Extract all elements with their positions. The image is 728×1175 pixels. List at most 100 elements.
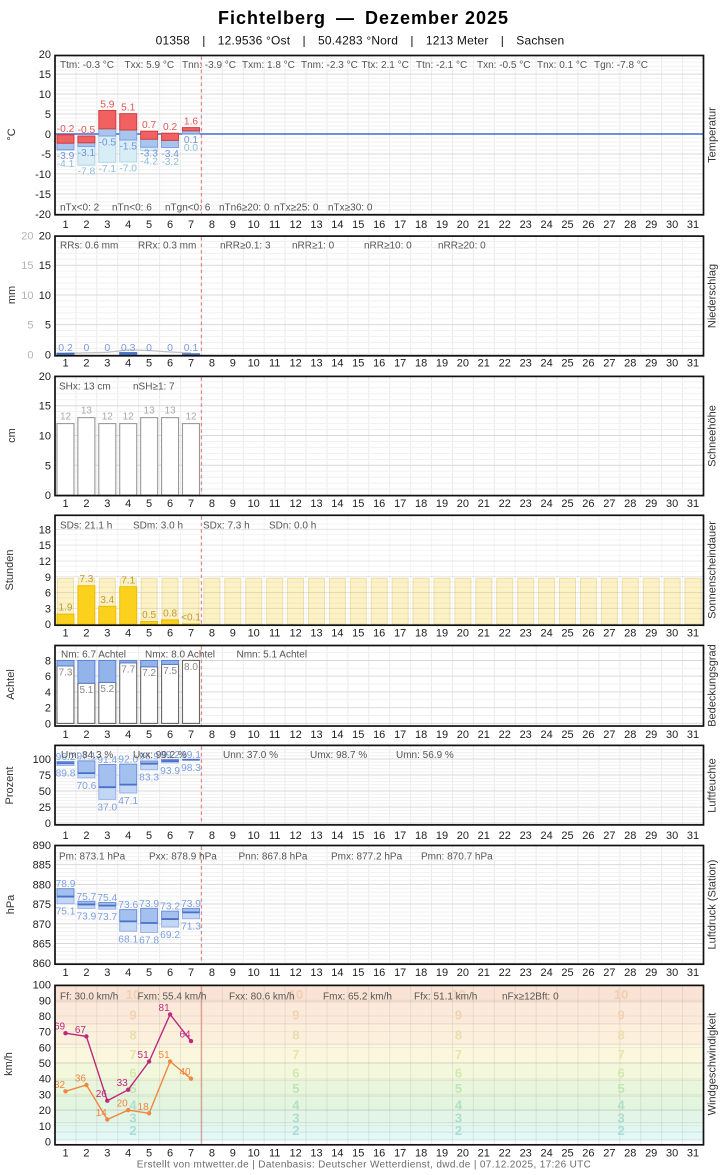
svg-text:Ff: 30.0 km/h: Ff: 30.0 km/h (60, 992, 118, 1003)
svg-text:5: 5 (45, 109, 51, 121)
svg-text:5: 5 (146, 627, 152, 639)
svg-text:nRR≥10: 0: nRR≥10: 0 (364, 241, 412, 252)
svg-text:Um: 84.3 %: Um: 84.3 % (61, 750, 113, 761)
svg-text:27: 27 (603, 830, 615, 842)
svg-text:1: 1 (62, 498, 68, 510)
svg-text:73.6: 73.6 (118, 900, 138, 911)
svg-text:28: 28 (624, 219, 636, 231)
svg-text:10: 10 (248, 358, 260, 370)
svg-text:865: 865 (33, 939, 51, 951)
svg-text:Luftdruck (Station): Luftdruck (Station) (707, 860, 719, 950)
svg-text:14: 14 (331, 1147, 343, 1159)
svg-text:Schneehöhe: Schneehöhe (707, 405, 719, 467)
svg-text:16: 16 (373, 498, 385, 510)
svg-text:Pmx: 877.2 hPa: Pmx: 877.2 hPa (331, 852, 403, 863)
svg-text:16: 16 (373, 830, 385, 842)
svg-text:33: 33 (117, 1078, 129, 1089)
svg-text:-1.5: -1.5 (119, 142, 137, 153)
svg-text:96.9: 96.9 (139, 752, 159, 763)
svg-text:10: 10 (248, 219, 260, 231)
svg-text:31: 31 (687, 498, 699, 510)
svg-text:Pxx: 878.9 hPa: Pxx: 878.9 hPa (149, 852, 217, 863)
svg-text:20: 20 (457, 358, 469, 370)
svg-text:Nmx: 8.0 Achtel: Nmx: 8.0 Achtel (145, 650, 215, 661)
svg-text:20: 20 (39, 231, 51, 243)
svg-text:24: 24 (540, 219, 552, 231)
svg-text:9: 9 (45, 572, 51, 584)
svg-text:7.2: 7.2 (142, 668, 156, 679)
svg-text:mm: mm (6, 286, 18, 304)
svg-text:15: 15 (39, 260, 51, 272)
svg-text:26: 26 (582, 1147, 594, 1159)
svg-text:90: 90 (39, 995, 51, 1007)
svg-text:4: 4 (125, 1147, 131, 1159)
svg-text:30: 30 (666, 1147, 678, 1159)
svg-text:0: 0 (27, 349, 33, 361)
svg-text:2: 2 (83, 729, 89, 741)
svg-text:21: 21 (478, 627, 490, 639)
svg-text:25: 25 (39, 802, 51, 814)
svg-text:2: 2 (129, 1123, 136, 1138)
svg-text:3: 3 (104, 729, 110, 741)
svg-text:11: 11 (269, 1147, 280, 1159)
svg-text:Fmx: 65.2 km/h: Fmx: 65.2 km/h (323, 992, 392, 1003)
svg-text:29: 29 (645, 627, 657, 639)
svg-text:15: 15 (39, 401, 51, 413)
svg-text:0: 0 (83, 342, 89, 354)
svg-text:4: 4 (455, 1098, 463, 1113)
svg-text:13: 13 (310, 830, 322, 842)
svg-text:5: 5 (146, 219, 152, 231)
svg-text:75: 75 (39, 770, 51, 782)
svg-text:30: 30 (666, 627, 678, 639)
svg-text:4: 4 (129, 1098, 137, 1113)
svg-text:SDs: 21.1 h: SDs: 21.1 h (60, 521, 112, 532)
svg-text:7.3: 7.3 (79, 574, 93, 585)
svg-text:18: 18 (415, 830, 427, 842)
svg-text:17: 17 (394, 830, 406, 842)
svg-text:21: 21 (478, 729, 490, 741)
svg-text:2: 2 (83, 830, 89, 842)
svg-text:10: 10 (248, 967, 260, 979)
svg-text:-3.3: -3.3 (140, 149, 158, 160)
svg-text:Stunden: Stunden (4, 550, 16, 591)
svg-text:15: 15 (21, 260, 33, 272)
svg-text:14: 14 (331, 729, 343, 741)
svg-text:7: 7 (292, 1047, 299, 1062)
svg-text:73.2: 73.2 (160, 902, 180, 913)
svg-text:0: 0 (45, 818, 51, 830)
svg-text:8: 8 (209, 967, 215, 979)
svg-text:-5: -5 (41, 149, 51, 161)
svg-text:23: 23 (520, 729, 532, 741)
svg-text:4: 4 (125, 627, 131, 639)
svg-text:3.4: 3.4 (100, 595, 114, 606)
svg-text:15: 15 (352, 1147, 364, 1159)
svg-text:15: 15 (352, 498, 364, 510)
svg-text:30: 30 (666, 498, 678, 510)
svg-text:0.8: 0.8 (163, 609, 177, 620)
svg-text:25: 25 (561, 358, 573, 370)
svg-text:10: 10 (248, 729, 260, 741)
svg-text:5.1: 5.1 (79, 685, 93, 696)
svg-text:3: 3 (104, 498, 110, 510)
svg-text:14: 14 (96, 1108, 108, 1119)
svg-text:10: 10 (248, 1147, 260, 1159)
svg-text:27: 27 (603, 729, 615, 741)
svg-text:30: 30 (666, 967, 678, 979)
svg-text:11: 11 (269, 358, 280, 370)
svg-text:12: 12 (289, 729, 301, 741)
svg-text:29: 29 (645, 219, 657, 231)
svg-text:-0.2: -0.2 (57, 124, 75, 135)
svg-text:3: 3 (129, 1111, 136, 1126)
svg-text:31: 31 (687, 830, 699, 842)
svg-text:4: 4 (125, 967, 131, 979)
svg-text:18: 18 (415, 967, 427, 979)
svg-text:3: 3 (104, 967, 110, 979)
svg-text:28: 28 (624, 967, 636, 979)
svg-text:13: 13 (310, 729, 322, 741)
svg-text:870: 870 (33, 919, 51, 931)
svg-text:81: 81 (159, 1003, 171, 1014)
svg-text:19: 19 (436, 1147, 448, 1159)
svg-text:25: 25 (561, 627, 573, 639)
svg-text:5: 5 (292, 1081, 299, 1096)
svg-text:73.9: 73.9 (181, 899, 201, 910)
